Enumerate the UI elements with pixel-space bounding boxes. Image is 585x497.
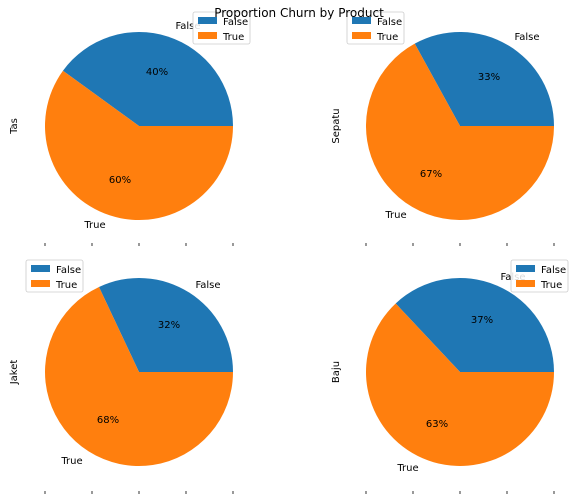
legend-swatch-false [516,265,535,272]
slice-category-label: False [514,32,539,43]
y-axis-label: Tas [9,118,20,135]
legend-swatch-true [516,280,535,287]
y-axis-label: Sepatu [331,108,342,143]
legend-swatch-false [198,17,217,24]
slice-percent-label: 60% [109,175,131,186]
pie-subplot-2: False 33% True 67% Sepatu False True [331,11,555,246]
legend-entry-label: True [540,280,562,291]
legend-swatch-true [31,280,50,287]
pie-slice-true [365,43,554,221]
legend: False True [192,11,251,45]
pie-slice-false [98,278,233,372]
slice-category-label: False [195,280,220,291]
slice-percent-label: 40% [146,67,168,78]
slice-percent-label: 32% [158,320,180,331]
legend-swatch-true [198,32,217,39]
legend-entry-label: False [541,265,566,276]
legend-entry-label: True [376,32,398,43]
legend-swatch-true [352,32,371,39]
slice-category-label: True [83,220,105,231]
slice-percent-label: 63% [426,419,448,430]
legend-entry-label: True [55,280,77,291]
legend-entry-label: False [377,17,402,28]
pie-slice-true [44,70,233,220]
legend-entry-label: True [222,32,244,43]
legend: False True [510,259,569,293]
legend: False True [25,259,84,293]
y-axis-label: Baju [331,361,342,383]
pie-slice-false [395,278,554,372]
y-axis-label: Jaket [9,360,20,386]
pie-slice-false [414,32,554,127]
legend: False True [346,11,405,45]
slice-percent-label: 33% [478,72,500,83]
legend-swatch-false [352,17,371,24]
pie-slice-false [62,31,234,126]
legend-entry-label: False [56,265,81,276]
pie-subplot-1: False 40% True 60% Tas False True [9,11,251,246]
slice-category-label: True [60,456,82,467]
pie-subplot-3: False 32% True 68% Jaket False True [9,259,234,494]
pie-slice-true [45,286,234,467]
slice-percent-label: 37% [471,315,493,326]
legend-entry-label: False [223,17,248,28]
figure-title: Proportion Churn by Product [214,6,384,20]
legend-swatch-false [31,265,50,272]
slice-percent-label: 68% [97,415,119,426]
pie-subplot-4: False 37% True 63% Baju False True [331,259,569,494]
slice-category-label: True [396,463,418,474]
slice-category-label: True [384,210,406,221]
pie-slice-true [365,303,554,467]
slice-category-label: False [175,21,200,32]
slice-percent-label: 67% [420,169,442,180]
